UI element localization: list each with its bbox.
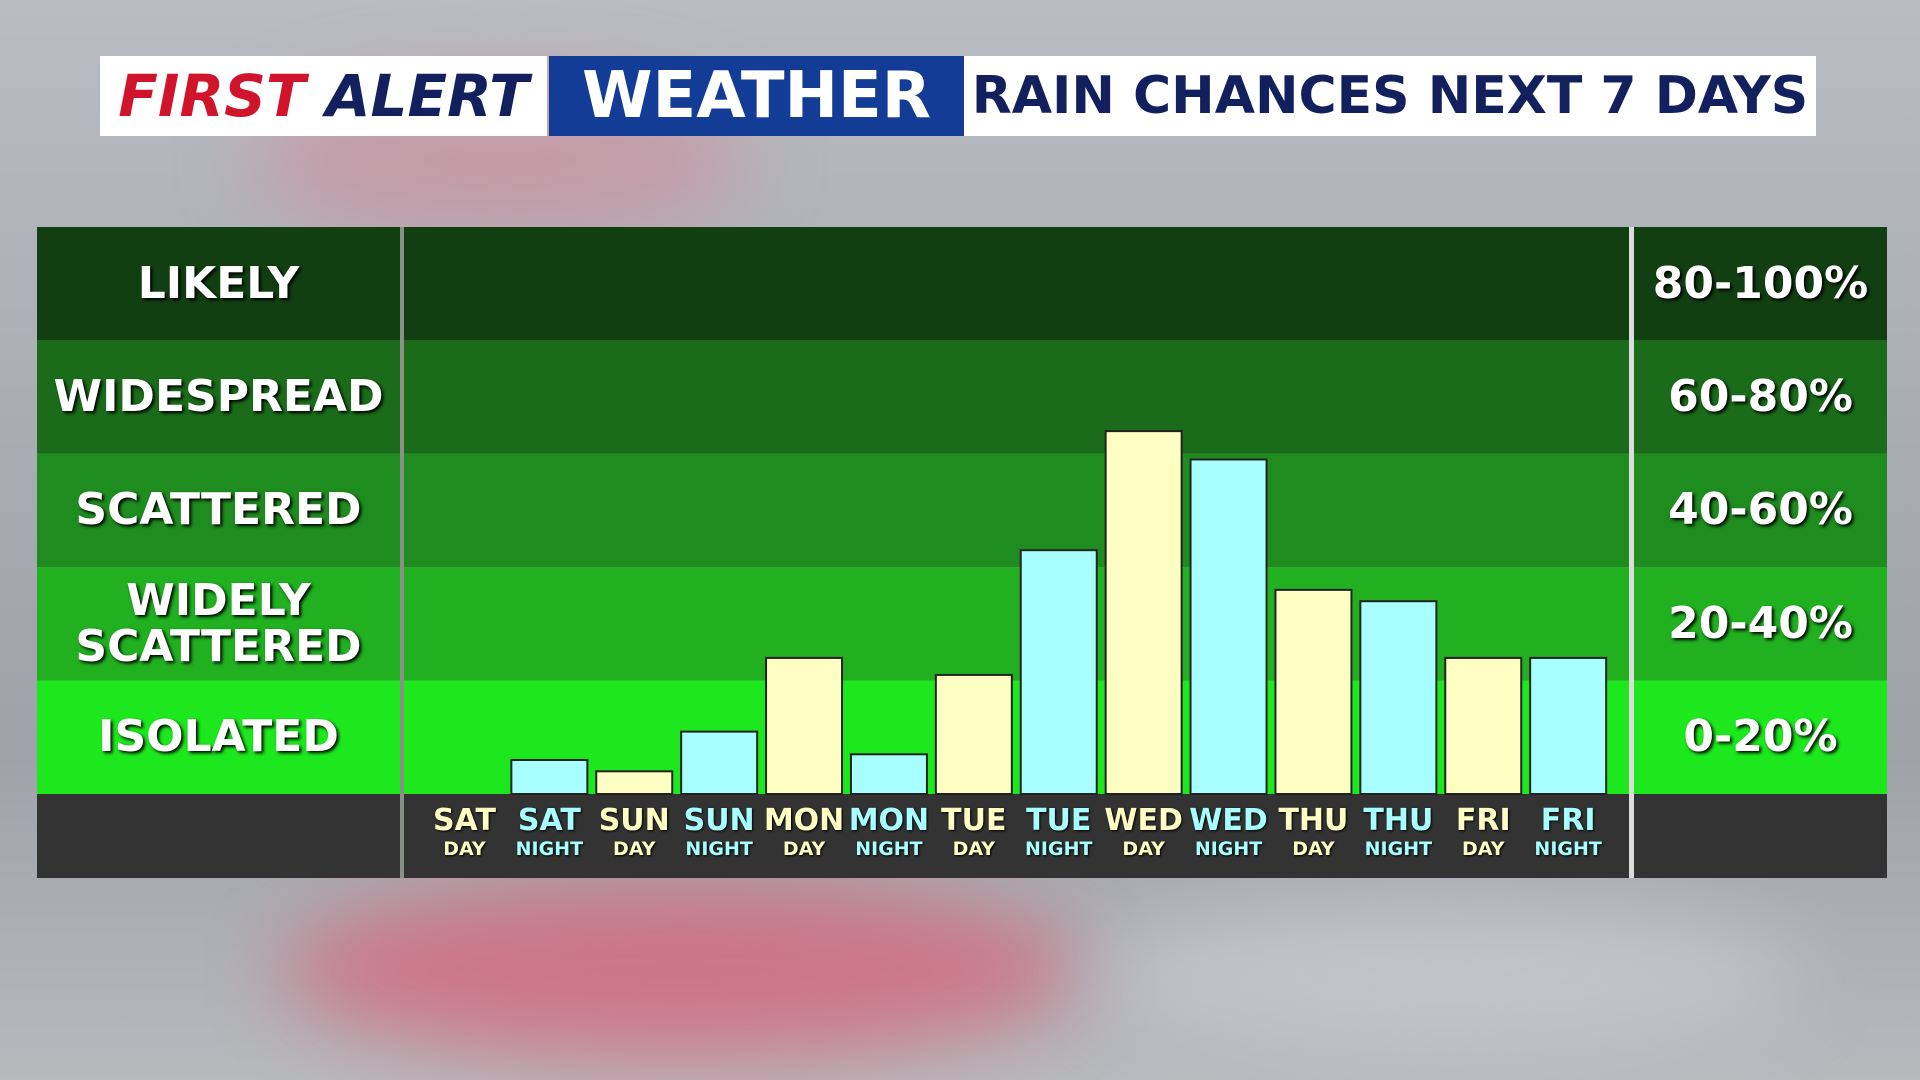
x-tick-day: TUE [1026, 803, 1092, 839]
background-blur [280, 880, 1080, 1060]
band-range: 0-20% [1683, 711, 1838, 763]
bar [849, 753, 928, 795]
x-tick-day: SAT [432, 803, 496, 839]
x-tick-period: NIGHT [1364, 838, 1433, 861]
x-tick-day: SAT [517, 803, 581, 839]
bar [1104, 430, 1183, 795]
brand-first: FIRST [118, 62, 306, 130]
x-tick-day: FRI [1540, 803, 1596, 839]
header-weather: WEATHER [549, 56, 964, 136]
band [37, 227, 1887, 341]
band-label: WIDESPREAD [53, 370, 384, 422]
bar [1529, 656, 1608, 795]
chart-title: RAIN CHANCES NEXT 7 DAYS [971, 66, 1809, 126]
header-title-box: RAIN CHANCES NEXT 7 DAYS [964, 56, 1816, 136]
x-tick-day: TUE [941, 803, 1007, 839]
band [37, 453, 1887, 568]
x-tick-period: DAY [443, 838, 486, 861]
bar [510, 758, 589, 795]
band-range: 60-80% [1668, 370, 1853, 422]
brand-alert: ALERT [325, 62, 529, 130]
bar [680, 730, 759, 796]
panel-footer [37, 794, 1887, 878]
bar [765, 656, 844, 795]
x-tick-period: NIGHT [515, 838, 584, 861]
band-range: 40-60% [1668, 484, 1853, 536]
divider [400, 227, 404, 878]
bar [1019, 549, 1098, 795]
x-tick-day: SUN [683, 803, 755, 839]
band-range: 80-100% [1652, 257, 1869, 309]
x-tick-day: THU [1363, 803, 1434, 839]
background-blur [1100, 900, 1800, 1050]
brand-weather: WEATHER [581, 59, 932, 133]
bar [1359, 600, 1438, 795]
band-label: LIKELY [137, 257, 300, 309]
band-label: ISOLATED [98, 711, 339, 763]
x-tick-period: NIGHT [1534, 838, 1602, 861]
bar [934, 673, 1013, 795]
header-brand: FIRST ALERT [100, 56, 547, 136]
divider [1629, 227, 1634, 878]
x-tick-period: NIGHT [1194, 838, 1263, 861]
x-tick-day: SUN [598, 803, 670, 839]
bar [1189, 458, 1268, 795]
x-tick-period: DAY [1292, 838, 1335, 861]
x-tick-period: NIGHT [855, 838, 923, 861]
band-label: SCATTERED [75, 484, 362, 536]
bar [595, 770, 674, 796]
x-tick-day: MON [848, 803, 930, 839]
bar [1444, 656, 1523, 795]
x-tick-period: DAY [952, 838, 996, 861]
x-tick-day: MON [763, 803, 845, 839]
x-tick-day: WED [1104, 803, 1183, 839]
x-tick-day: WED [1189, 803, 1268, 839]
x-tick-period: DAY [1462, 838, 1505, 861]
x-tick-period: NIGHT [1025, 838, 1093, 861]
bar [1274, 588, 1353, 795]
x-tick-period: DAY [1122, 838, 1165, 861]
band-label: WIDELY SCATTERED [75, 574, 362, 672]
x-tick-period: DAY [613, 838, 656, 861]
x-tick-day: FRI [1455, 803, 1511, 839]
band [37, 340, 1887, 454]
x-tick-period: NIGHT [685, 838, 753, 861]
x-tick-period: DAY [782, 838, 826, 861]
band-range: 20-40% [1668, 597, 1853, 649]
x-tick-day: THU [1278, 803, 1349, 839]
